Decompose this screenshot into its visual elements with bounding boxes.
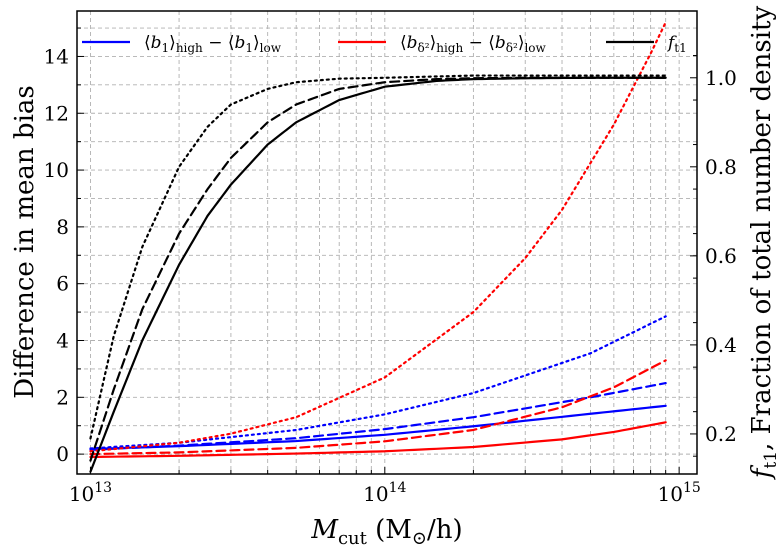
y2-tick-label: 0.4 — [705, 333, 737, 357]
x-axis-title: Mcut (M⊙/h) — [310, 515, 462, 549]
y-tick-label: 12 — [44, 101, 69, 125]
y-tick-label: 10 — [44, 158, 69, 182]
y-tick-label: 4 — [56, 328, 69, 352]
x-tick-label: 1015 — [657, 480, 700, 506]
x-tick-label: 1014 — [363, 480, 406, 506]
y2-tick-label: 0.2 — [705, 422, 737, 446]
y-tick-label: 8 — [56, 215, 69, 239]
series-line-ft1-dashed — [89, 76, 667, 462]
plot-frame — [76, 10, 698, 475]
y-tick-label: 0 — [56, 442, 69, 466]
y-tick-label: 6 — [56, 272, 69, 296]
y2-tick-label: 0.6 — [705, 244, 737, 268]
series-lines — [89, 21, 667, 473]
series-line-ft1-solid — [89, 76, 667, 473]
axis-ticks — [76, 27, 697, 474]
y2-tick-label: 0.8 — [705, 155, 737, 179]
legend-label-bdelta2: ⟨bδ²⟩high − ⟨bδ²⟩low — [400, 33, 547, 55]
legend-label-ft1: ft1 — [666, 33, 687, 55]
x-tick-label: 1013 — [69, 480, 112, 506]
y-axis-title: Difference in mean bias — [10, 85, 40, 398]
series-line-ft1-dotted — [89, 74, 667, 440]
y2-axis-title: ft1, Fraction of total number density — [747, 6, 781, 481]
series-line-bdelta2-dotted — [89, 21, 667, 453]
legend-label-b1: ⟨b1⟩high − ⟨b1⟩low — [144, 33, 282, 55]
grid — [76, 11, 697, 474]
series-line-bdelta2-dashed — [89, 359, 667, 456]
y2-tick-label: 1.0 — [705, 66, 737, 90]
y-tick-label: 2 — [56, 385, 69, 409]
legend: ⟨b1⟩high − ⟨b1⟩low ⟨bδ²⟩high − ⟨bδ²⟩low … — [82, 33, 687, 55]
series-line-b1-dotted — [89, 315, 667, 450]
y-tick-label: 14 — [44, 44, 69, 68]
series-line-bdelta2-solid — [89, 421, 667, 459]
tick-labels: 0.2 0.4 0.6 0.8 1.0 0 2 4 6 8 10 12 14 1013 1014 1015 — [44, 44, 737, 506]
